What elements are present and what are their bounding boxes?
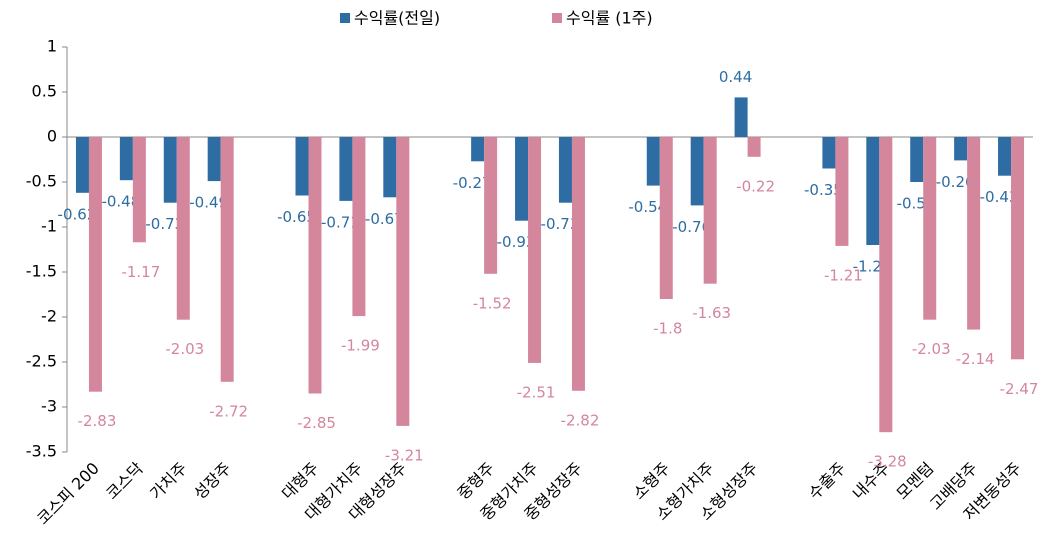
bar xyxy=(339,137,353,201)
bar xyxy=(88,137,102,392)
bar xyxy=(207,137,221,182)
data-label: -0.43 xyxy=(980,188,1019,206)
bar xyxy=(352,137,366,317)
bar xyxy=(967,137,981,330)
data-label: -1.2 xyxy=(853,258,882,276)
bar xyxy=(396,137,410,426)
bar xyxy=(571,137,585,391)
data-label: -0.5 xyxy=(897,195,926,213)
bar xyxy=(822,137,836,169)
data-label: -2.14 xyxy=(956,350,995,368)
bar xyxy=(954,137,968,161)
y-tick-label: 1 xyxy=(47,37,57,56)
data-label: -0.26 xyxy=(936,173,975,191)
bar xyxy=(176,137,190,320)
data-label: -1.99 xyxy=(341,337,380,355)
legend-swatch xyxy=(552,13,562,23)
data-label: -1.21 xyxy=(824,266,863,284)
data-label: -0.35 xyxy=(804,181,843,199)
y-tick-label: 0.5 xyxy=(32,82,57,101)
bar xyxy=(747,137,761,157)
data-label: -1.17 xyxy=(121,263,160,281)
legend-label: 수익률 (1주) xyxy=(566,9,653,28)
x-tick-label: 코스닥 xyxy=(102,458,147,503)
y-tick-label: -2 xyxy=(41,307,57,326)
data-label: -1.63 xyxy=(692,304,731,322)
y-tick-label: 0 xyxy=(47,127,57,146)
data-label: -0.49 xyxy=(189,194,228,212)
data-label: -2.85 xyxy=(297,414,336,432)
bar xyxy=(866,137,880,245)
data-label: -3.21 xyxy=(385,446,424,464)
bar xyxy=(119,137,133,181)
bar xyxy=(484,137,498,274)
data-label: -2.03 xyxy=(165,340,204,358)
data-label: -0.71 xyxy=(321,213,360,231)
bar xyxy=(308,137,322,394)
data-label: -0.67 xyxy=(365,210,404,228)
bar xyxy=(659,137,673,299)
y-tick-label: -0.5 xyxy=(26,172,57,191)
data-label: -2.47 xyxy=(1000,380,1039,398)
bar xyxy=(383,137,397,198)
data-label: -0.73 xyxy=(145,215,184,233)
x-tick-label: 성장주 xyxy=(190,459,235,504)
data-label: -0.93 xyxy=(497,233,536,251)
y-tick-label: -1 xyxy=(41,217,57,236)
data-label: -0.62 xyxy=(58,205,97,223)
data-label: -0.73 xyxy=(541,215,580,233)
legend-swatch xyxy=(340,13,350,23)
bar xyxy=(646,137,660,186)
bar xyxy=(998,137,1012,176)
y-tick-label: -3 xyxy=(41,397,57,416)
bar xyxy=(1011,137,1025,360)
bar xyxy=(923,137,937,320)
bar xyxy=(734,97,748,137)
data-label: 0.44 xyxy=(719,68,752,86)
legend-label: 수익률(전일) xyxy=(354,9,440,28)
data-label: -1.52 xyxy=(473,294,512,312)
data-label: -3.28 xyxy=(868,453,907,471)
y-tick-label: -1.5 xyxy=(26,262,57,281)
bar xyxy=(220,137,234,382)
bar xyxy=(835,137,849,246)
bar xyxy=(295,137,309,196)
data-label: -0.65 xyxy=(277,208,316,226)
data-label: -2.82 xyxy=(561,411,600,429)
data-label: -1.8 xyxy=(653,320,682,338)
x-tick-label: 코스피 200 xyxy=(33,459,103,529)
data-label: -2.03 xyxy=(912,340,951,358)
bar xyxy=(910,137,924,182)
data-label: -0.76 xyxy=(672,218,711,236)
y-tick-label: -2.5 xyxy=(26,352,57,371)
x-tick-label: 수출주 xyxy=(805,459,850,504)
bar xyxy=(163,137,177,203)
data-label: -2.51 xyxy=(517,383,556,401)
bar xyxy=(703,137,717,284)
data-label: -0.48 xyxy=(101,193,140,211)
data-label: -0.22 xyxy=(736,177,775,195)
bar xyxy=(528,137,542,363)
bar xyxy=(879,137,893,433)
bar xyxy=(75,137,89,193)
data-label: -0.27 xyxy=(453,174,492,192)
data-label: -2.72 xyxy=(209,402,248,420)
data-label: -0.54 xyxy=(628,198,667,216)
bar xyxy=(132,137,146,243)
x-tick-label: 가치주 xyxy=(146,459,191,504)
bar xyxy=(558,137,572,203)
data-label: -2.83 xyxy=(78,412,117,430)
y-tick-label: -3.5 xyxy=(26,442,57,461)
bar xyxy=(515,137,529,221)
bar xyxy=(690,137,704,206)
bar xyxy=(471,137,485,162)
